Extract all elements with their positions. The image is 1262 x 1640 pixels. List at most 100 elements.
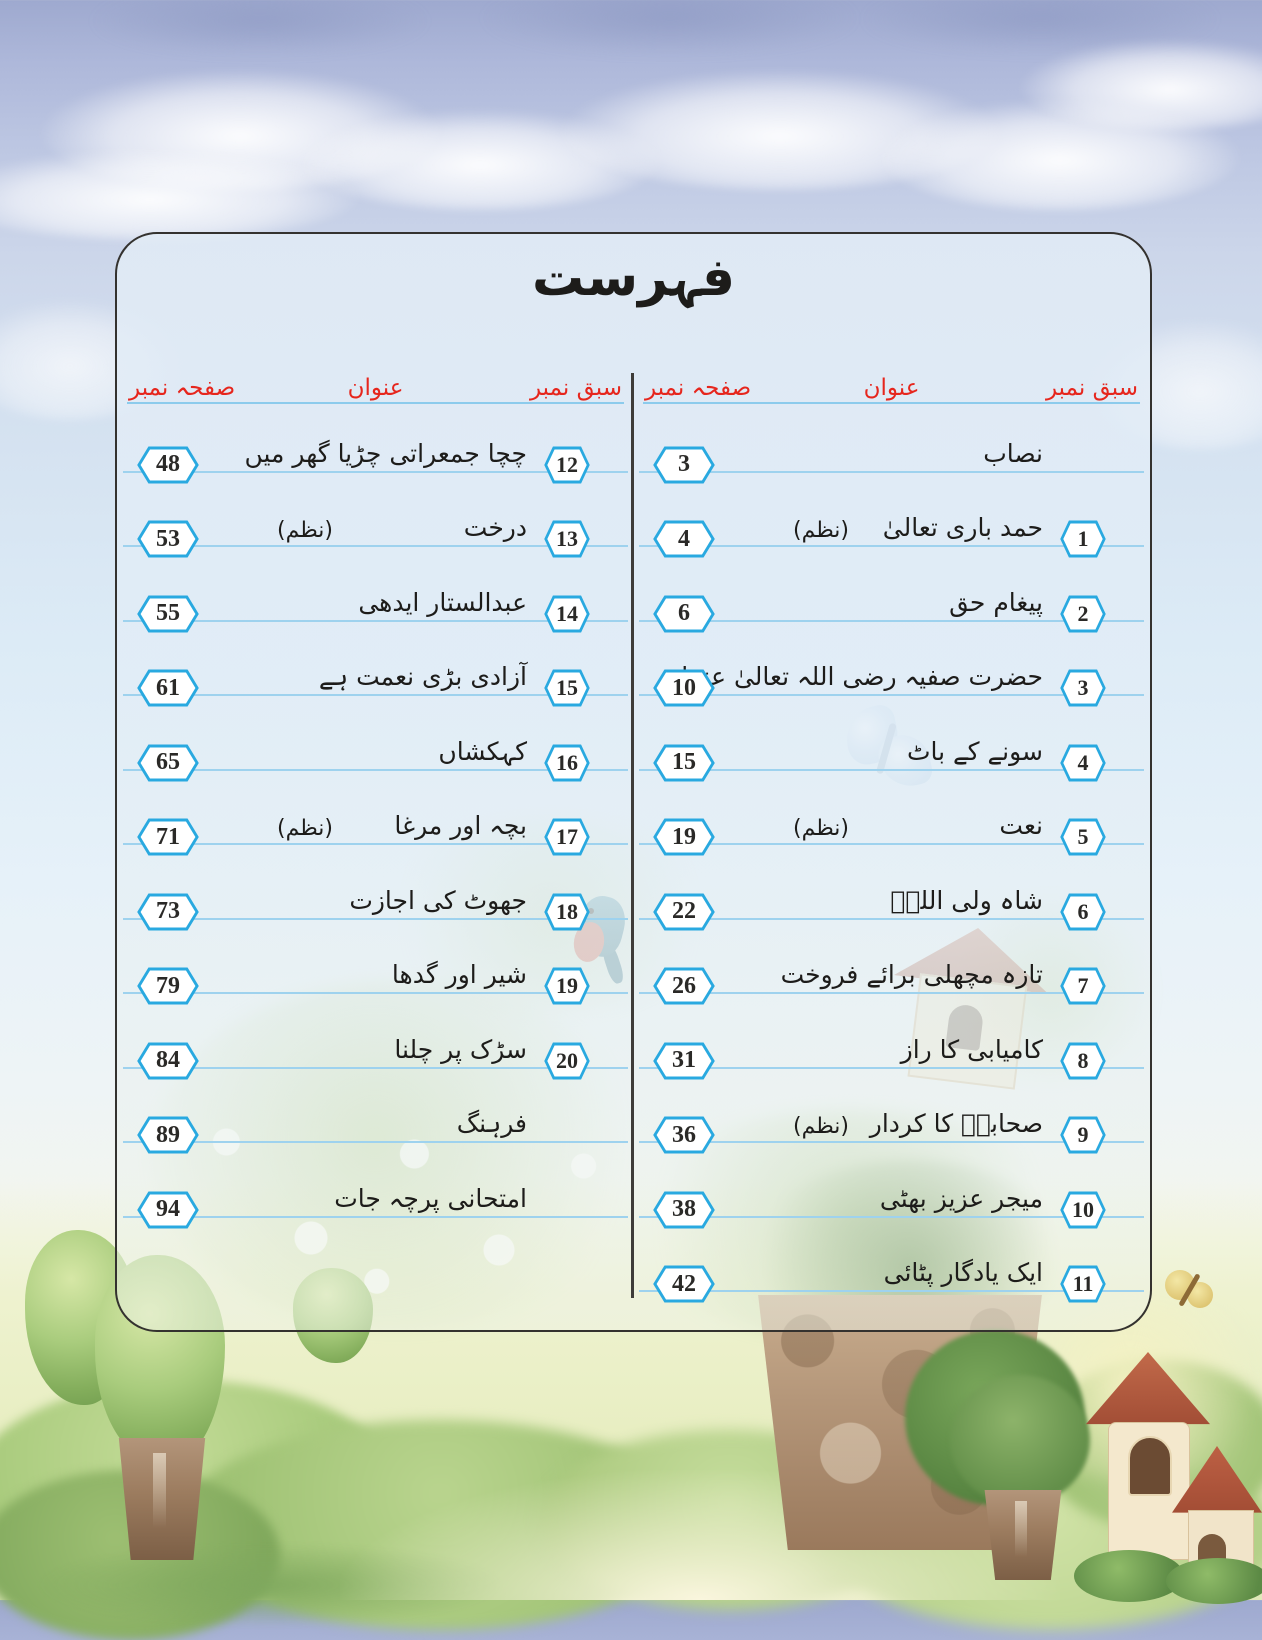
hexagon-shape — [653, 1191, 715, 1228]
toc-row: سڑک پر چلنا 20 84 — [123, 1000, 628, 1079]
column-header: سبق نمبر عنوان صفحہ نمبر — [127, 347, 624, 404]
page-number-hexagon: 6 — [653, 595, 715, 633]
row-underline — [123, 545, 628, 547]
lesson-number: 15 — [556, 675, 578, 700]
hexagon-shape — [544, 893, 590, 930]
lesson-title: امتحانی پرچہ جات — [334, 1183, 527, 1213]
lesson-number-hexagon: 5 — [1060, 818, 1106, 856]
header-title: عنوان — [863, 375, 920, 401]
row-underline — [639, 1290, 1144, 1292]
lesson-number: 16 — [556, 749, 578, 775]
page-number-hexagon: 36 — [653, 1116, 715, 1154]
page-number-hexagon: 89 — [137, 1116, 199, 1154]
lesson-number-hexagon: 8 — [1060, 1042, 1106, 1080]
page-number-hexagon: 19 — [653, 818, 715, 856]
page-number-hexagon: 73 — [137, 893, 199, 931]
page-number: 36 — [672, 1121, 696, 1148]
row-underline — [123, 1215, 628, 1218]
toc-row: آزادی بڑی نعمت ہے 15 61 — [123, 628, 628, 707]
lesson-title: نعت — [999, 811, 1043, 841]
lesson-number: 6 — [1077, 898, 1089, 924]
house-bush — [1074, 1550, 1184, 1602]
lesson-number: 19 — [556, 973, 578, 998]
page-number-hexagon: 79 — [137, 967, 199, 1005]
toc-row: عبدالستار ایدھی 14 55 — [123, 553, 628, 632]
hexagon-shape — [1060, 595, 1106, 632]
row-underline — [639, 1066, 1144, 1069]
toc-row: سونے کے باٹ 4 15 — [639, 702, 1144, 781]
row-underline — [123, 694, 628, 696]
hexagon-shape — [1060, 1191, 1106, 1228]
toc-row: پیغام حق 2 6 — [639, 553, 1144, 632]
row-underline — [123, 1066, 628, 1069]
page-number-hexagon: 4 — [653, 520, 715, 558]
lesson-title: صحابہؓ کا کردار — [869, 1109, 1043, 1139]
hexagon-shape — [544, 446, 590, 483]
lesson-number-hexagon: 12 — [544, 446, 590, 484]
cloud-shadow — [90, 0, 430, 56]
lesson-number: 2 — [1077, 600, 1089, 626]
header-page-number: صفحہ نمبر — [645, 375, 752, 401]
bush-pot — [984, 1490, 1062, 1580]
lesson-number: 20 — [556, 1047, 578, 1073]
page-number-hexagon: 31 — [653, 1042, 715, 1080]
lesson-title: تازہ مچھلی برائے فروخت — [780, 960, 1043, 990]
hexagon-shape — [137, 595, 199, 632]
lesson-number: 18 — [556, 898, 578, 924]
lesson-number-hexagon: 19 — [544, 967, 590, 1005]
lesson-title: شیر اور گدھا — [391, 960, 527, 990]
hexagon-shape — [653, 744, 715, 781]
header-title: عنوان — [347, 375, 404, 401]
hexagon-shape — [1060, 1265, 1106, 1303]
lesson-number-hexagon: 14 — [544, 595, 590, 633]
hexagon-shape — [1060, 818, 1106, 856]
poem-note: (نظم) — [277, 816, 333, 841]
lesson-number-hexagon: 3 — [1060, 669, 1106, 707]
page-number-hexagon: 71 — [137, 818, 199, 856]
toc-row: کہکشاں 16 65 — [123, 702, 628, 781]
flower-pot — [118, 1438, 206, 1560]
cloud-shadow — [480, 0, 860, 56]
lesson-number: 7 — [1077, 973, 1089, 998]
page-number-hexagon: 94 — [137, 1191, 199, 1229]
row-underline — [639, 768, 1144, 771]
hexagon-shape — [653, 893, 715, 930]
row-underline — [639, 545, 1144, 547]
toc-row: جھوٹ کی اجازت 18 73 — [123, 851, 628, 930]
hexagon-shape — [653, 595, 715, 632]
cloud — [1020, 40, 1262, 130]
hexagon-shape — [653, 669, 715, 707]
house-bush — [1166, 1558, 1262, 1604]
page-number: 42 — [672, 1270, 696, 1297]
page-number: 71 — [156, 823, 180, 850]
house-window — [1128, 1436, 1172, 1496]
toc-row: حضرت صفیہ رضی اللہ تعالیٰ عنہا 3 10 — [639, 628, 1144, 707]
row-underline — [639, 843, 1144, 845]
toc-row: درخت (نظم) 13 53 — [123, 479, 628, 558]
page-number: 26 — [672, 972, 696, 999]
page-number: 15 — [672, 749, 696, 775]
page-number-hexagon: 55 — [137, 595, 199, 633]
lesson-number: 13 — [556, 526, 578, 551]
lesson-number: 8 — [1077, 1047, 1089, 1073]
toc-row: بچہ اور مرغا (نظم) 17 71 — [123, 777, 628, 856]
hexagon-shape — [544, 669, 590, 707]
lesson-number-hexagon: 1 — [1060, 520, 1106, 558]
toc-columns: سبق نمبر عنوان صفحہ نمبر نصاب 3 حمد باری… — [123, 347, 1144, 1322]
toc-row: نصاب 3 — [639, 404, 1144, 483]
hexagon-shape — [544, 520, 590, 558]
lesson-number: 9 — [1077, 1122, 1089, 1147]
page-number-hexagon: 65 — [137, 744, 199, 782]
hexagon-shape — [1060, 669, 1106, 707]
poem-note: (نظم) — [277, 518, 333, 543]
hexagon-shape — [137, 893, 199, 930]
lesson-title: پیغام حق — [949, 587, 1043, 617]
lesson-number: 12 — [556, 451, 578, 477]
page-number-hexagon: 48 — [137, 446, 199, 484]
lesson-number-hexagon: 17 — [544, 818, 590, 856]
lesson-title: حمد باری تعالیٰ — [882, 513, 1043, 543]
lesson-number-hexagon: 2 — [1060, 595, 1106, 633]
lesson-number-hexagon: 7 — [1060, 967, 1106, 1005]
toc-rows: نصاب 3 حمد باری تعالیٰ (نظم) 1 — [639, 404, 1144, 1303]
hexagon-shape — [137, 446, 199, 483]
